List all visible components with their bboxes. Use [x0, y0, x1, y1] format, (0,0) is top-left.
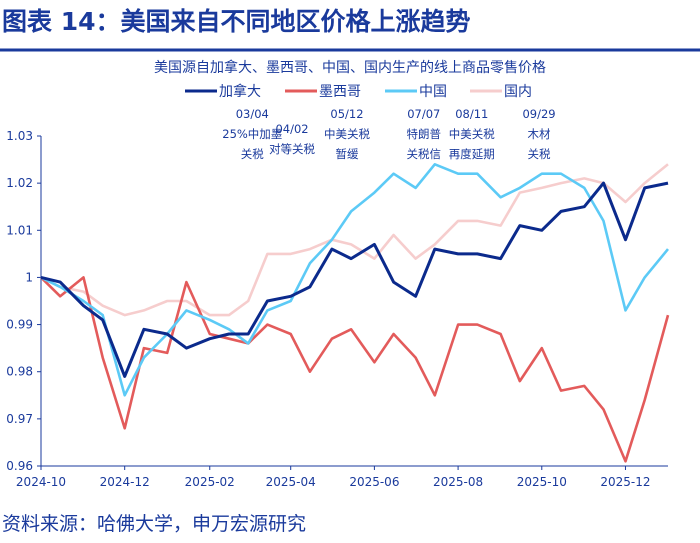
annotation-text: 暂缓: [335, 147, 358, 161]
series-line-3: [40, 163, 669, 317]
annotation-text: 05/12: [330, 107, 363, 121]
legend: 加拿大 墨西哥 中国 国内: [185, 83, 532, 100]
annotation-text: 再度延期: [449, 147, 495, 161]
annotation-text: 中美关税: [449, 127, 495, 141]
y-tick-label: 1.01: [6, 223, 33, 237]
annotation-text: 关税: [528, 147, 551, 161]
x-tick-label: 2024-10: [16, 475, 66, 489]
y-tick-label: 1.02: [6, 176, 33, 190]
annotation-text: 木材: [528, 127, 551, 141]
annotation-text: 中美关税: [324, 127, 370, 141]
x-tick-label: 2025-08: [433, 475, 483, 489]
x-tick-label: 2025-04: [266, 475, 316, 489]
y-tick-label: 0.99: [6, 318, 33, 332]
annotation-text: 关税: [241, 147, 264, 161]
figure-title: 图表 14：美国来自不同地区价格上涨趋势: [2, 7, 471, 36]
annotation-text: 特朗普: [407, 127, 442, 141]
x-tick-label: 2024-12: [100, 475, 150, 489]
y-tick-label: 1: [25, 270, 33, 284]
annotation-text: 对等关税: [269, 142, 315, 156]
x-tick-label: 2025-12: [600, 475, 650, 489]
axes: 0.96 0.97 0.98 0.99 1 1.01 1.02 1.03 2024-10 2024…: [6, 129, 668, 489]
legend-label: 加拿大: [219, 83, 261, 100]
y-tick-label: 0.98: [6, 365, 33, 379]
annotation-text: 07/07: [407, 107, 440, 121]
legend-label: 墨西哥: [319, 84, 361, 100]
source-note: 资料来源：哈佛大学，申万宏源研究: [2, 513, 306, 535]
annotation-text: 03/04: [236, 107, 269, 121]
series-lines: [40, 163, 670, 463]
annotation-text: 04/02: [275, 122, 308, 136]
annotation-text: 08/11: [455, 107, 488, 121]
annotation-text: 25%中加墨: [222, 127, 282, 141]
y-tick-label: 0.96: [6, 459, 33, 473]
annotation-text: 关税信: [407, 147, 442, 161]
chart-title: 美国源自加拿大、墨西哥、中国、国内生产的线上商品零售价格: [154, 59, 546, 76]
x-tick-label: 2025-10: [517, 475, 567, 489]
annotation-text: 09/29: [522, 107, 555, 121]
series-line-0: [40, 181, 669, 378]
y-tick-label: 1.03: [6, 129, 33, 143]
series-line-1: [40, 276, 670, 463]
annotations: 03/0425%中加墨关税04/02对等关税05/12中美关税暂缓07/07特朗…: [222, 107, 555, 161]
x-tick-label: 2025-06: [349, 475, 399, 489]
y-tick-label: 0.97: [6, 412, 33, 426]
legend-label: 国内: [504, 84, 532, 100]
x-tick-label: 2025-02: [185, 475, 235, 489]
series-line-2: [40, 163, 670, 397]
legend-label: 中国: [419, 84, 447, 100]
